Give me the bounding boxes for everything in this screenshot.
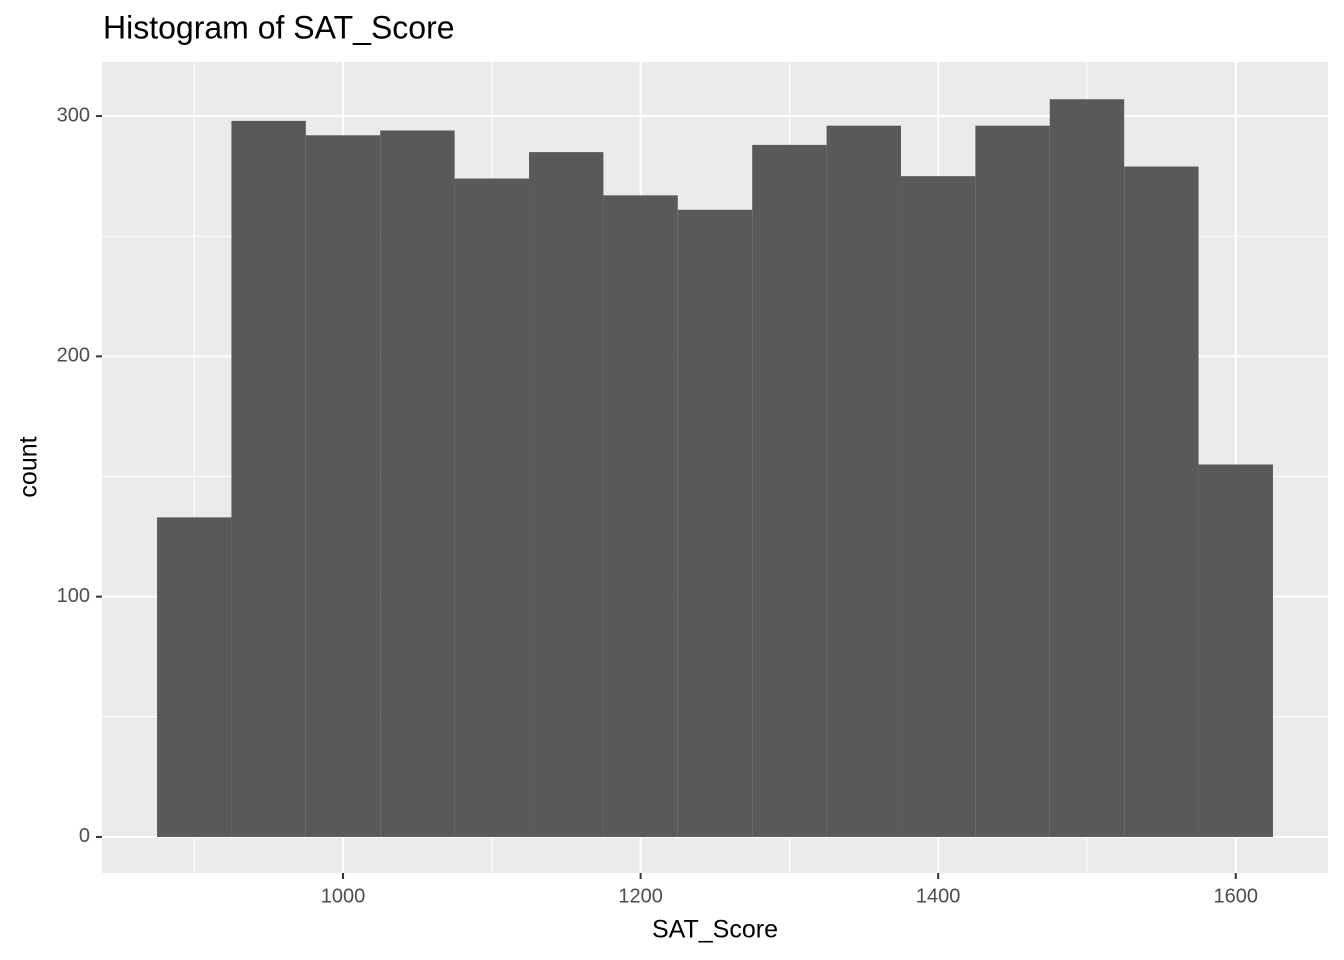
bar	[454, 178, 530, 837]
x-axis-title: SAT_Score	[652, 916, 778, 944]
bar	[752, 144, 827, 837]
y-tick-label: 300	[57, 104, 90, 126]
y-tick-label: 200	[57, 345, 90, 367]
x-tick-label: 1000	[321, 885, 366, 907]
x-tick-label: 1400	[916, 885, 961, 907]
bar	[1198, 464, 1273, 837]
bar	[529, 152, 604, 837]
bar	[305, 135, 381, 837]
y-tick-label: 0	[79, 825, 90, 847]
bar	[677, 209, 753, 837]
bar	[231, 120, 306, 837]
x-tick-label: 1600	[1214, 885, 1259, 907]
x-tick-label: 1200	[618, 885, 663, 907]
y-tick-label: 100	[57, 585, 90, 607]
bar	[603, 195, 678, 837]
bar	[826, 125, 901, 837]
bar	[1049, 99, 1125, 837]
chart-title: Histogram of SAT_Score	[103, 9, 455, 45]
bar	[900, 176, 976, 837]
bar	[380, 130, 455, 837]
y-axis-title: count	[15, 436, 43, 497]
bar	[1124, 166, 1199, 837]
bar	[157, 517, 232, 837]
bar	[975, 125, 1050, 837]
